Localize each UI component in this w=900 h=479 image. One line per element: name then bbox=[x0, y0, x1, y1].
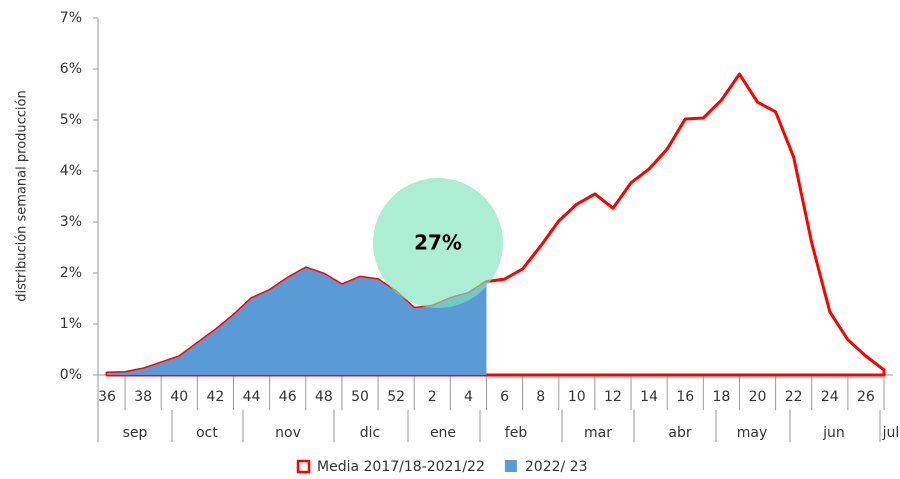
y-tick-label: 7% bbox=[60, 10, 82, 26]
x-tick-label: 18 bbox=[712, 389, 730, 405]
y-tick-label: 2% bbox=[60, 265, 82, 281]
area bbox=[107, 267, 487, 375]
x-tick-label: 14 bbox=[640, 389, 658, 405]
x-tick-label: 22 bbox=[785, 389, 803, 405]
x-tick-label: 6 bbox=[500, 389, 509, 405]
x-tick-label: 50 bbox=[351, 389, 369, 405]
y-tick-label: 3% bbox=[60, 214, 82, 230]
month-label: jun bbox=[822, 425, 845, 441]
month-label: sep bbox=[123, 425, 148, 441]
month-label: dic bbox=[360, 425, 380, 441]
y-tick-label: 6% bbox=[60, 61, 82, 77]
month-label: jul bbox=[882, 425, 900, 441]
legend-swatch bbox=[504, 460, 517, 472]
x-tick-label: 4 bbox=[464, 389, 473, 405]
month-label: ene bbox=[430, 425, 456, 441]
annotation-bubble bbox=[373, 178, 503, 308]
month-label: abr bbox=[668, 425, 691, 441]
y-tick-label: 4% bbox=[60, 163, 82, 179]
x-tick-label: 10 bbox=[568, 389, 586, 405]
legend-swatch bbox=[296, 459, 311, 474]
month-label: nov bbox=[275, 425, 301, 441]
x-tick-label: 40 bbox=[170, 389, 188, 405]
y-tick-label: 5% bbox=[60, 112, 82, 128]
x-tick-label: 42 bbox=[207, 389, 225, 405]
x-tick-label: 20 bbox=[749, 389, 767, 405]
month-label: mar bbox=[584, 425, 612, 441]
y-tick-label: 1% bbox=[60, 316, 82, 332]
legend-label: Media 2017/18-2021/22 bbox=[317, 459, 485, 475]
x-tick-label: 48 bbox=[315, 389, 333, 405]
annotation: 27% bbox=[414, 231, 462, 255]
x-tick-label: 38 bbox=[134, 389, 152, 405]
legend-label: 2022/ 23 bbox=[525, 459, 588, 475]
x-tick-label: 36 bbox=[98, 389, 116, 405]
x-tick-label: 26 bbox=[857, 389, 875, 405]
month-label: oct bbox=[196, 425, 218, 441]
x-tick-label: 44 bbox=[243, 389, 261, 405]
month-label: feb bbox=[505, 425, 528, 441]
x-tick-label: 46 bbox=[279, 389, 297, 405]
x-tick-label: 2 bbox=[428, 389, 437, 405]
month-label: may bbox=[737, 425, 768, 441]
x-tick-label: 8 bbox=[536, 389, 545, 405]
x-tick-label: 24 bbox=[821, 389, 839, 405]
x-tick-label: 52 bbox=[387, 389, 405, 405]
y-axis-label: distribución semanal producción bbox=[15, 90, 30, 301]
y-tick-label: 0% bbox=[60, 367, 82, 383]
x-tick-label: 16 bbox=[676, 389, 694, 405]
x-tick-label: 12 bbox=[604, 389, 622, 405]
